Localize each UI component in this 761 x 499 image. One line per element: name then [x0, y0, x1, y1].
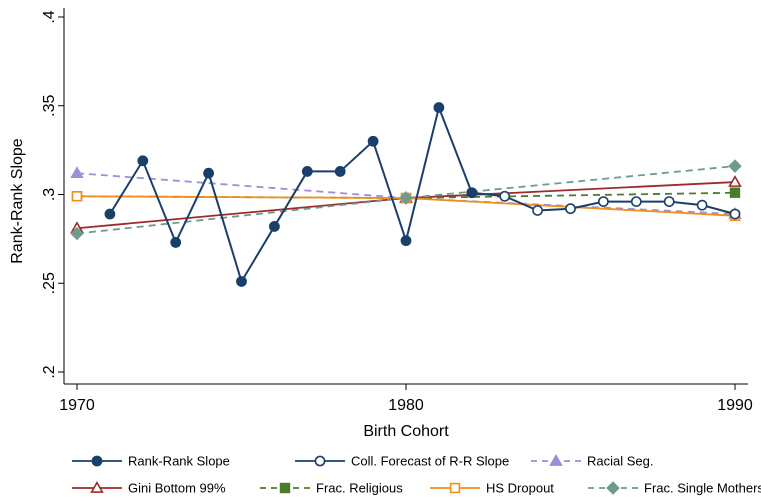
legend-item: Frac. Single Mothers [588, 481, 761, 496]
data-point [170, 237, 182, 248]
data-point [70, 226, 84, 241]
legend-marker [279, 482, 291, 494]
legend-marker [91, 455, 103, 467]
legend-item: Rank-Rank Slope [72, 454, 230, 469]
legend-label: Frac. Single Mothers [644, 481, 761, 496]
legend-item: HS Dropout [430, 481, 554, 496]
y-tick-label: .3 [41, 188, 58, 201]
series-line [109, 104, 473, 284]
legend-marker [449, 482, 461, 494]
data-point [565, 203, 576, 215]
data-point [268, 221, 280, 232]
x-tick-label: 1990 [717, 397, 753, 414]
legend-label: Gini Bottom 99% [128, 481, 226, 496]
legend-item: Racial Seg. [531, 454, 653, 469]
data-point [466, 187, 478, 199]
data-point [696, 199, 708, 211]
legend: Rank-Rank Slope Coll. Forecast of R-R Slo… [72, 454, 761, 496]
y-tick-label: .4 [41, 10, 58, 23]
data-point [499, 190, 511, 202]
data-point [729, 208, 741, 220]
data-point [104, 208, 116, 220]
legend-marker [606, 481, 620, 495]
plot-area [70, 102, 742, 287]
data-point [433, 102, 445, 113]
legend-label: Racial Seg. [587, 454, 653, 469]
legend-label: Frac. Religious [316, 481, 403, 496]
data-point [367, 135, 379, 147]
data-point [334, 166, 346, 177]
legend-label: Rank-Rank Slope [128, 454, 230, 469]
axes: Rank-Rank Slope Birth Cohort .2 .25 .3 .35.… [9, 8, 753, 440]
data-point [663, 196, 675, 207]
x-tick-label: 1970 [59, 397, 95, 414]
data-point [137, 155, 149, 167]
legend-label: Coll. Forecast of R-R Slope [351, 454, 509, 469]
legend-item: Gini Bottom 99% [72, 481, 226, 496]
data-point [203, 167, 214, 179]
legend-marker [314, 455, 326, 467]
data-point [630, 196, 642, 207]
data-point [71, 191, 83, 202]
legend-marker [549, 453, 563, 466]
y-tick-label: .35 [41, 95, 58, 117]
data-point [729, 187, 741, 198]
data-point [399, 191, 413, 205]
data-point [532, 205, 543, 216]
y-tick-label: .25 [41, 272, 58, 294]
data-point [301, 166, 313, 177]
data-point [728, 159, 742, 173]
data-point [236, 276, 247, 287]
x-axis-title: Birth Cohort [363, 423, 449, 440]
y-axis-title: Rank-Rank Slope [9, 138, 26, 264]
data-point [728, 175, 742, 187]
legend-item: Coll. Forecast of R-R Slope [295, 454, 509, 469]
legend-label: HS Dropout [486, 481, 554, 496]
legend-marker [90, 480, 104, 493]
data-point [598, 196, 609, 207]
data-point [70, 166, 84, 179]
legend-item: Frac. Religious [260, 481, 403, 496]
data-point [400, 235, 412, 247]
x-tick-label: 1980 [388, 397, 424, 414]
y-tick-label: .2 [41, 365, 58, 378]
